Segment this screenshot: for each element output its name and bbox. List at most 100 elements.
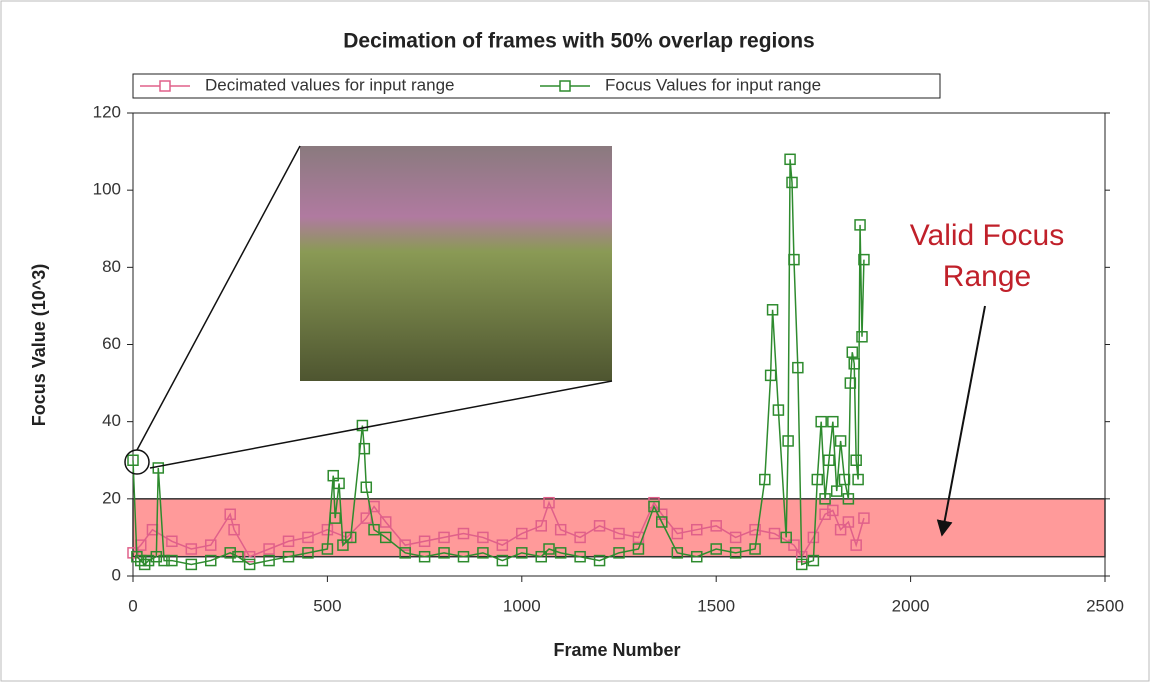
marker xyxy=(358,442,371,455)
marker xyxy=(854,219,866,231)
annotation-arrow xyxy=(936,305,986,537)
marker xyxy=(795,558,808,571)
marker xyxy=(593,554,606,567)
marker xyxy=(729,547,742,559)
marker xyxy=(399,539,411,551)
marker xyxy=(823,454,835,466)
marker xyxy=(648,500,660,513)
marker xyxy=(819,508,831,521)
marker xyxy=(457,550,470,563)
marker xyxy=(788,253,800,266)
zoom-line xyxy=(149,380,613,469)
marker xyxy=(166,554,178,567)
marker xyxy=(302,531,314,544)
marker xyxy=(127,454,139,466)
marker xyxy=(457,527,470,540)
marker xyxy=(848,358,860,370)
marker xyxy=(243,558,256,571)
marker xyxy=(327,469,339,482)
annotation: Valid Focus xyxy=(910,219,1065,252)
marker xyxy=(228,523,240,536)
marker xyxy=(368,523,380,536)
x-tick-label: 2500 xyxy=(1086,596,1124,615)
chart-title: Decimation of frames with 50% overlap re… xyxy=(343,30,814,53)
marker xyxy=(632,543,645,555)
plot: 0 20 40 60 80 100 120 0 500 1000 1500 2000 2500 xyxy=(93,102,1124,615)
marker xyxy=(574,550,586,563)
marker xyxy=(574,531,586,544)
marker xyxy=(788,539,800,551)
marker xyxy=(613,527,625,540)
x-tick-label: 1000 xyxy=(503,596,541,615)
marker xyxy=(344,531,357,544)
marker xyxy=(127,547,139,559)
marker xyxy=(838,473,851,486)
legend: Decimated values for input range Focus Va… xyxy=(132,73,941,99)
marker xyxy=(768,527,781,540)
inset-image xyxy=(300,146,612,381)
marker xyxy=(850,454,862,466)
marker xyxy=(827,415,839,428)
legend-swatch xyxy=(559,80,571,92)
marker xyxy=(135,554,147,567)
marker xyxy=(243,550,256,563)
marker xyxy=(166,535,178,548)
legend-label: Focus Values for input range xyxy=(605,75,821,94)
marker xyxy=(282,550,295,563)
marker xyxy=(321,523,334,536)
y-tick-label: 120 xyxy=(93,102,121,121)
marker xyxy=(333,477,345,490)
marker xyxy=(764,369,777,382)
marker xyxy=(842,493,855,505)
marker xyxy=(150,550,163,563)
marker xyxy=(185,558,198,571)
annotation: Range xyxy=(943,260,1031,293)
legend-swatch xyxy=(159,80,171,92)
marker xyxy=(691,550,703,563)
marker xyxy=(671,547,684,559)
marker xyxy=(438,531,450,544)
zoom-line xyxy=(136,145,301,451)
marker xyxy=(142,554,155,567)
legend-box xyxy=(132,73,941,99)
marker xyxy=(554,523,567,536)
marker xyxy=(710,520,722,532)
y-tick-label: 80 xyxy=(102,257,121,276)
marker xyxy=(671,527,684,540)
y-tick-label: 100 xyxy=(93,180,121,199)
marker xyxy=(131,550,143,563)
marker xyxy=(535,550,547,563)
marker xyxy=(185,543,198,555)
marker xyxy=(360,481,373,494)
marker xyxy=(691,523,703,536)
marker xyxy=(379,516,392,528)
marker xyxy=(516,527,528,540)
x-tick-label: 0 xyxy=(128,596,137,615)
marker xyxy=(516,547,528,559)
marker xyxy=(224,547,236,559)
marker xyxy=(834,523,847,536)
marker xyxy=(205,554,217,567)
marker xyxy=(263,543,275,555)
marker xyxy=(477,547,489,559)
marker xyxy=(418,535,431,548)
marker xyxy=(543,496,555,509)
x-tick-label: 500 xyxy=(313,596,341,615)
marker xyxy=(232,550,244,563)
marker xyxy=(329,512,341,524)
marker xyxy=(844,377,857,389)
marker xyxy=(830,485,843,497)
marker xyxy=(792,361,804,374)
x-tick-label: 2000 xyxy=(892,596,930,615)
zoom-circle xyxy=(124,449,150,475)
marker xyxy=(418,550,431,563)
marker xyxy=(815,415,827,428)
marker xyxy=(710,543,722,555)
marker xyxy=(379,531,392,544)
marker xyxy=(356,419,369,432)
marker xyxy=(593,520,606,532)
marker xyxy=(811,473,824,486)
marker xyxy=(282,535,295,548)
marker xyxy=(782,435,794,447)
